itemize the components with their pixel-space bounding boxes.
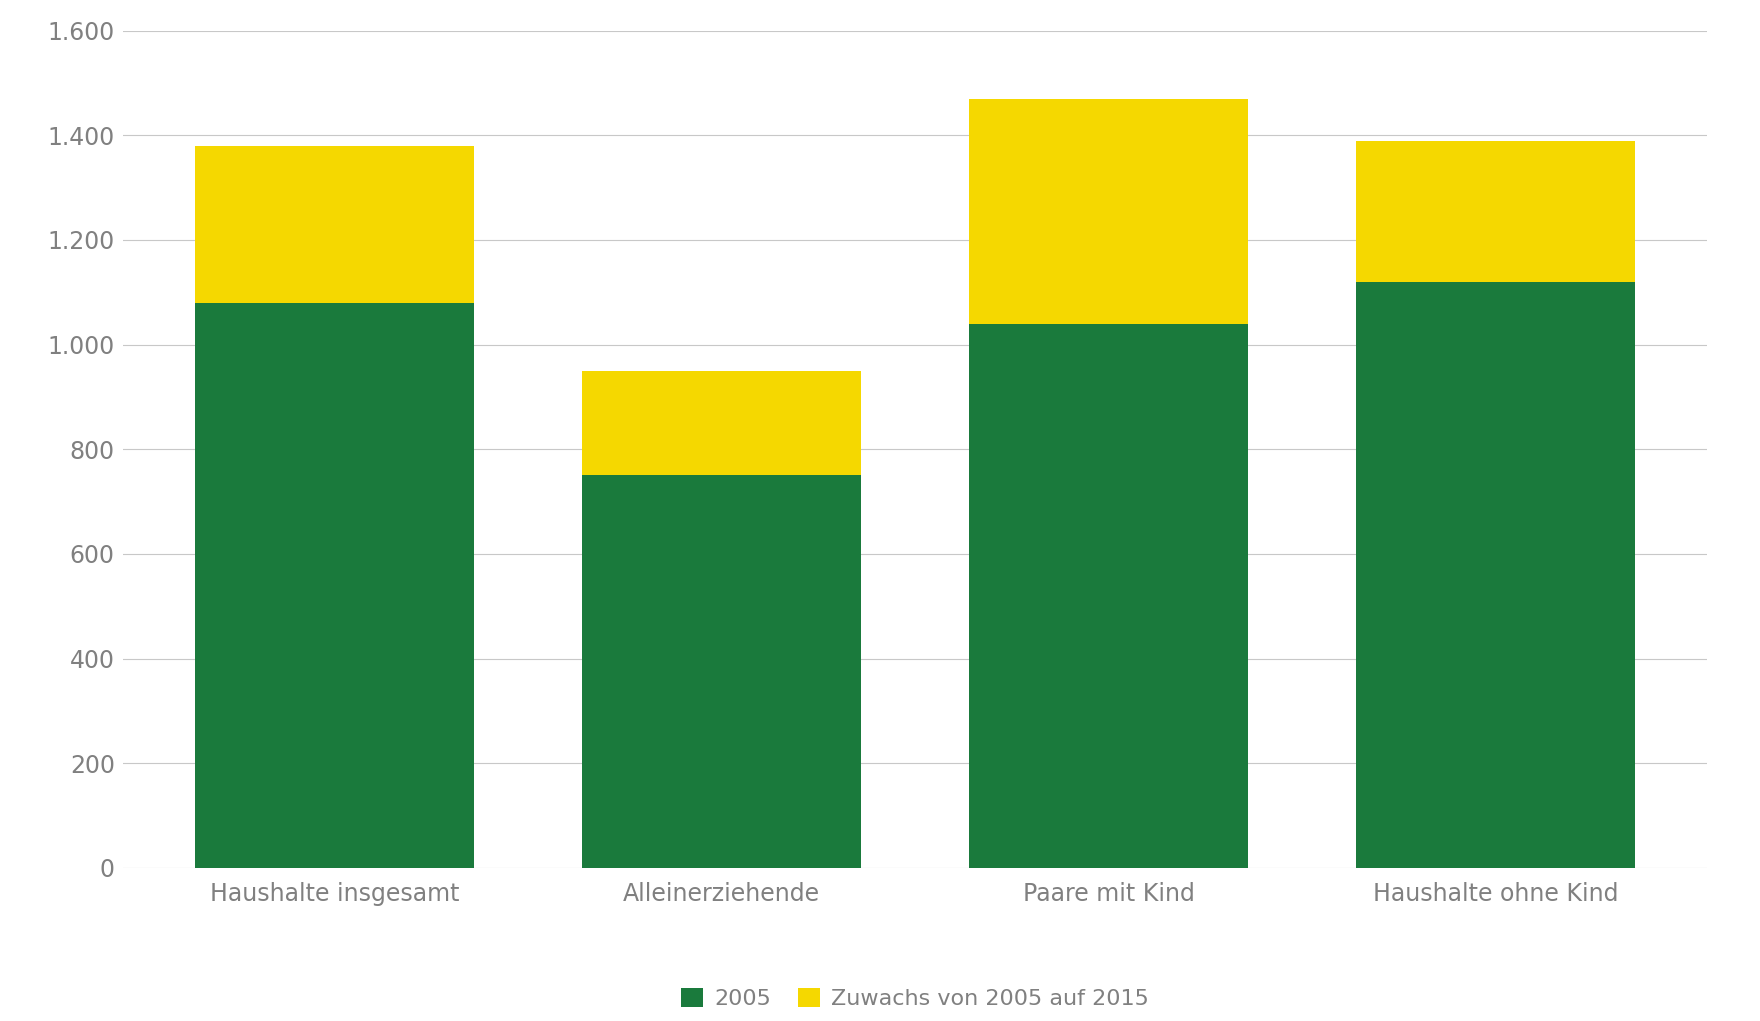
Bar — [970, 324, 1248, 868]
Bar — [583, 476, 861, 868]
Bar — [195, 146, 473, 303]
Bar — [1357, 141, 1635, 282]
Bar — [970, 99, 1248, 324]
Bar — [1357, 282, 1635, 868]
Bar — [583, 371, 861, 476]
Legend: 2005, Zuwachs von 2005 auf 2015: 2005, Zuwachs von 2005 auf 2015 — [672, 979, 1158, 1018]
Bar — [195, 303, 473, 868]
